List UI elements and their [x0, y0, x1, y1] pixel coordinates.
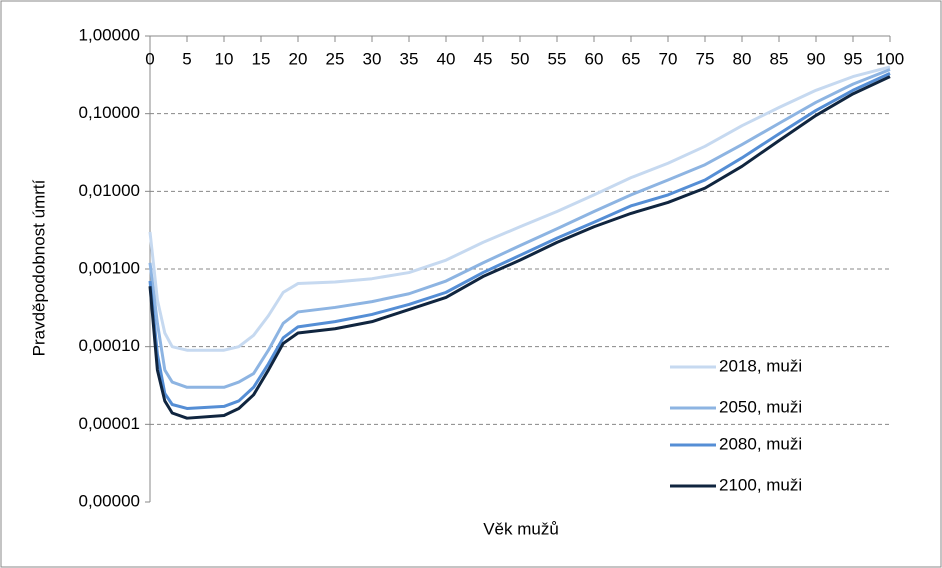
x-tick-label: 95 [844, 49, 863, 68]
x-axis-title: Věk mužů [483, 519, 559, 538]
x-tick-label: 80 [733, 49, 752, 68]
x-tick-label: 10 [215, 49, 234, 68]
legend-label: 2018, muži [719, 356, 802, 375]
y-tick-label: 0,00000 [79, 491, 140, 510]
legend-label: 2080, muži [719, 434, 802, 453]
x-tick-label: 75 [696, 49, 715, 68]
x-tick-label: 40 [437, 49, 456, 68]
y-tick-label: 1,00000 [79, 25, 140, 44]
y-tick-label: 0,00001 [79, 414, 140, 433]
x-tick-label: 85 [770, 49, 789, 68]
series-line [148, 65, 891, 352]
x-tick-label: 90 [807, 49, 826, 68]
x-tick-label: 15 [252, 49, 271, 68]
y-tick-label: 0,01000 [79, 181, 140, 200]
legend-label: 2100, muži [719, 475, 802, 494]
x-tick-label: 55 [548, 49, 567, 68]
x-tick-label: 100 [876, 49, 904, 68]
y-tick-label: 0,10000 [79, 103, 140, 122]
x-tick-label: 50 [511, 49, 530, 68]
series-line [148, 72, 891, 410]
series-line [148, 68, 891, 389]
x-tick-label: 0 [145, 49, 154, 68]
x-tick-label: 5 [182, 49, 191, 68]
x-tick-label: 30 [363, 49, 382, 68]
x-tick-label: 45 [474, 49, 493, 68]
x-tick-label: 20 [289, 49, 308, 68]
series-line [148, 75, 891, 420]
x-tick-label: 65 [622, 49, 641, 68]
x-tick-label: 70 [659, 49, 678, 68]
x-tick-label: 25 [326, 49, 345, 68]
x-tick-label: 60 [585, 49, 604, 68]
y-tick-label: 0,00100 [79, 258, 140, 277]
y-tick-label: 0,00010 [79, 336, 140, 355]
x-tick-label: 35 [400, 49, 419, 68]
legend-label: 2050, muži [719, 397, 802, 416]
y-axis-title: Pravděpodobnost úmrtí [29, 179, 48, 356]
